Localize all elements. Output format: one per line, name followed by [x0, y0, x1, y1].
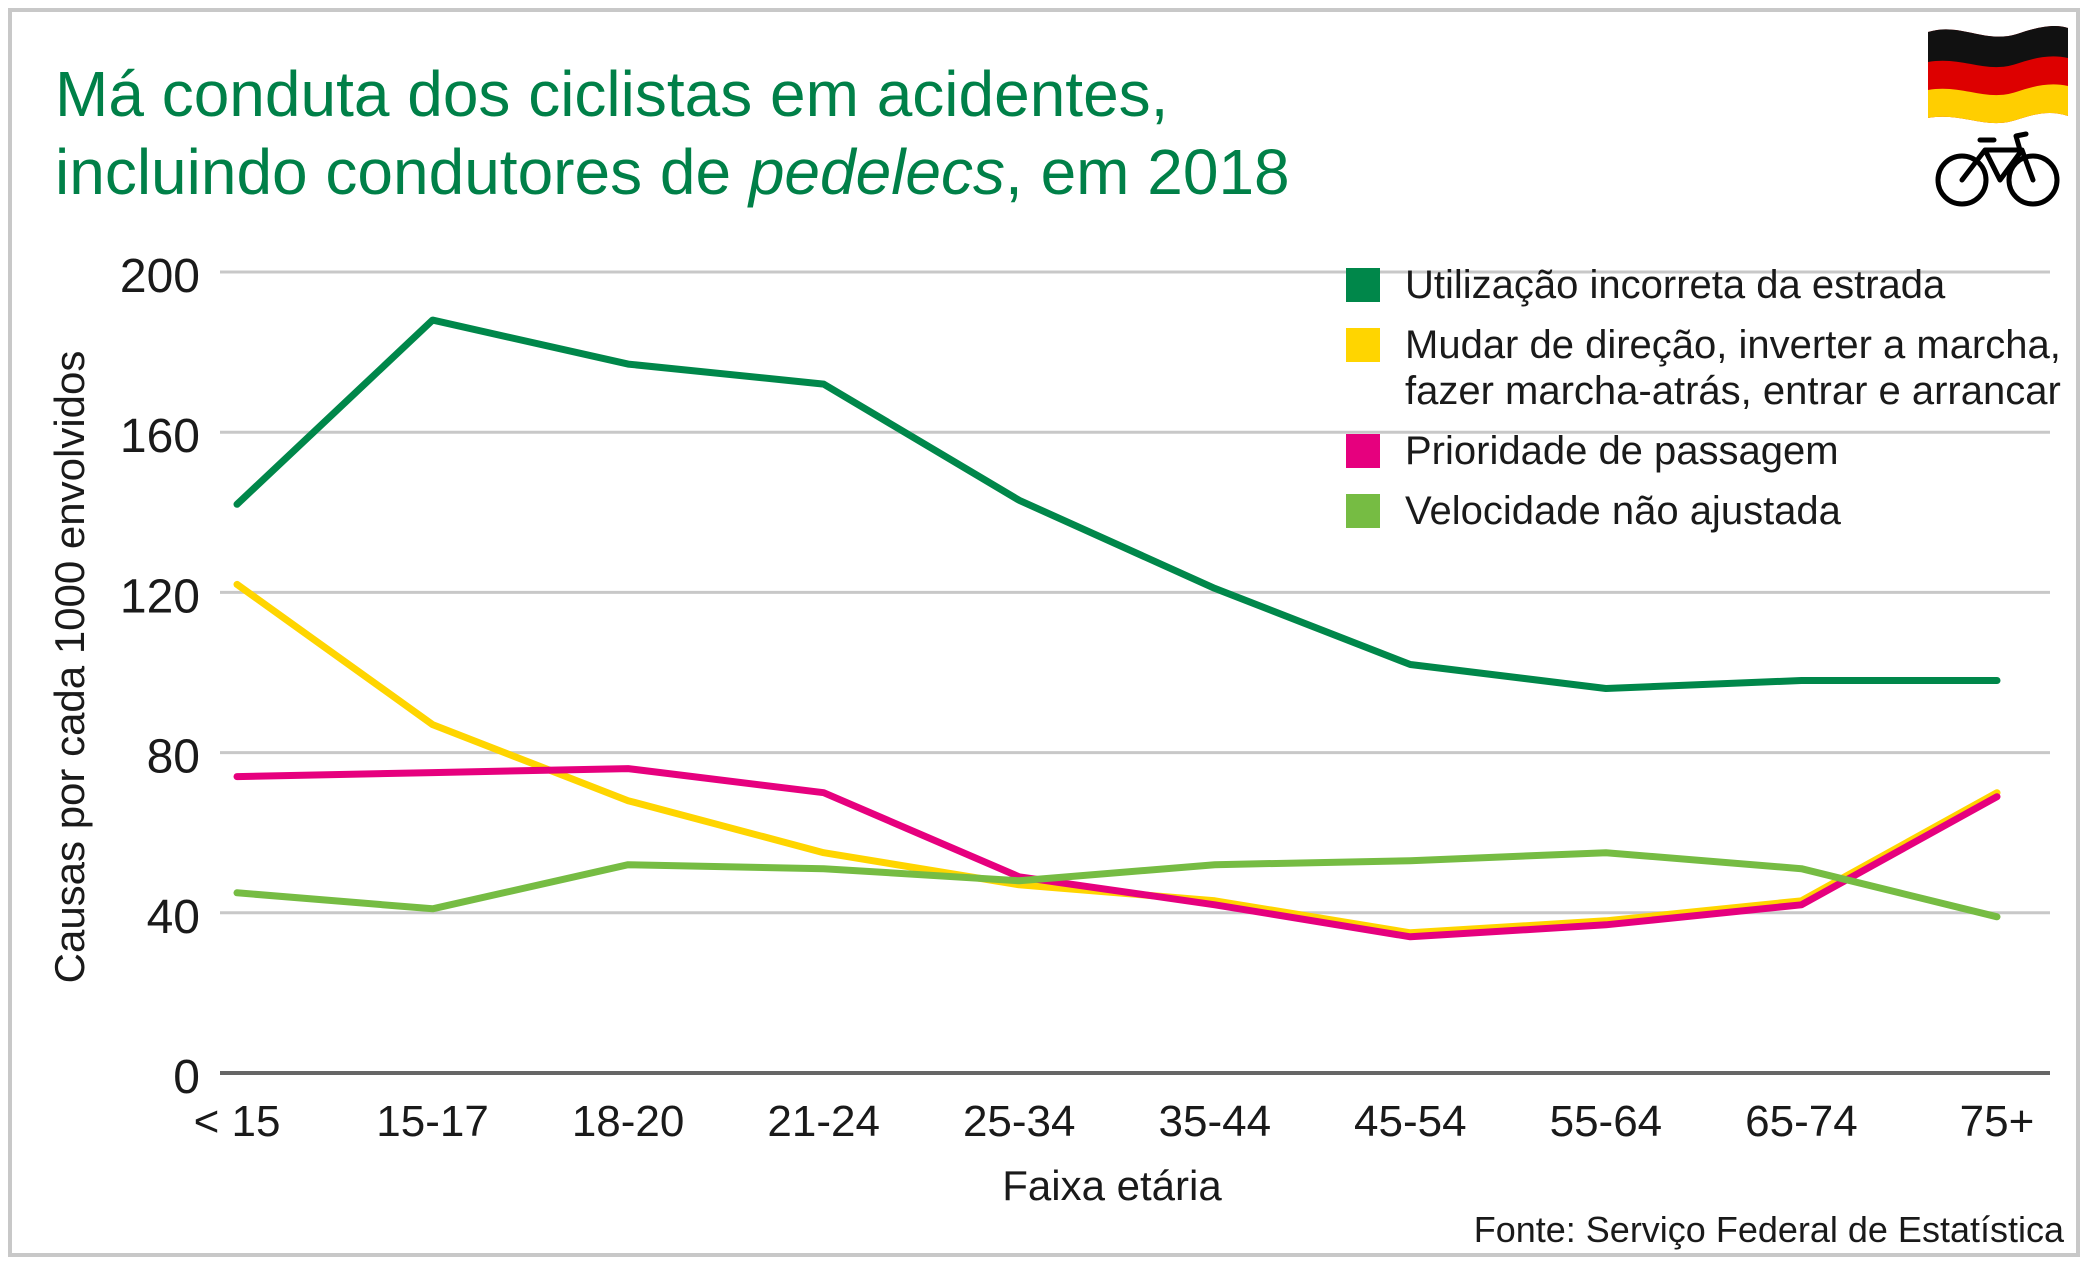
legend-swatch-2 — [1346, 328, 1380, 362]
y-tick-label: 0 — [173, 1051, 200, 1104]
legend-label-4: Velocidade não ajustada — [1405, 489, 1842, 533]
chart-title: Má conduta dos ciclistas em acidentes, i… — [55, 55, 1290, 211]
legend-label-1: Utilização incorreta da estrada — [1405, 263, 1946, 307]
legend-swatch-4 — [1346, 494, 1380, 528]
title-line-2-italic: pedelecs — [748, 136, 1005, 208]
x-tick-label: 15-17 — [376, 1097, 489, 1146]
x-tick-label: 21-24 — [767, 1097, 880, 1146]
legend-swatch-3 — [1346, 434, 1380, 468]
x-tick-label: 25-34 — [963, 1097, 1076, 1146]
x-tick-label: 55-64 — [1550, 1097, 1663, 1146]
legend: Utilização incorreta da estrada Mudar de … — [1346, 263, 2061, 533]
series-line-1 — [233, 316, 2001, 692]
source-note: Fonte: Serviço Federal de Estatística — [1474, 1209, 2065, 1250]
y-tick-labels: 0 40 80 120 160 200 — [120, 250, 200, 1104]
x-tick-label: 18-20 — [572, 1097, 685, 1146]
series-lines — [233, 316, 2001, 941]
y-tick-label: 160 — [120, 410, 200, 463]
title-line-2: incluindo condutores de pedelecs, em 201… — [55, 133, 1290, 211]
series-line-3 — [233, 765, 2001, 941]
bicycle-icon — [1935, 131, 2060, 207]
x-tick-label: < 15 — [194, 1097, 281, 1146]
y-tick-label: 80 — [147, 731, 200, 784]
title-line-1: Má conduta dos ciclistas em acidentes, — [55, 58, 1169, 130]
x-tick-label: 65-74 — [1745, 1097, 1858, 1146]
legend-swatch-1 — [1346, 268, 1380, 302]
germany-flag-icon — [1928, 26, 2068, 124]
title-line-2-end: , em 2018 — [1005, 136, 1290, 208]
x-tick-label: 35-44 — [1159, 1097, 1272, 1146]
x-tick-labels: < 15 15-17 18-20 21-24 25-34 35-44 45-54 55-64 6… — [194, 1097, 2035, 1146]
y-tick-label: 120 — [120, 570, 200, 623]
title-line-2-start: incluindo condutores de — [55, 136, 749, 208]
y-tick-label: 40 — [147, 891, 200, 944]
x-tick-label: 45-54 — [1354, 1097, 1467, 1146]
chart-frame — [8, 8, 2080, 1257]
x-tick-label: 75+ — [1960, 1097, 2035, 1146]
y-axis-label: Causas por cada 1000 envolvidos — [46, 351, 93, 984]
legend-label-2: Mudar de direção, inverter a marcha, — [1405, 323, 2061, 367]
series-line-4 — [233, 849, 2001, 921]
legend-label-3: Prioridade de passagem — [1405, 429, 1839, 473]
gridlines — [220, 270, 2050, 915]
x-axis-label: Faixa etária — [1002, 1162, 1222, 1209]
legend-label-2: fazer marcha-atrás, entrar e arrancar — [1405, 369, 2061, 413]
y-tick-label: 200 — [120, 250, 200, 303]
series-line-2 — [233, 580, 2001, 937]
